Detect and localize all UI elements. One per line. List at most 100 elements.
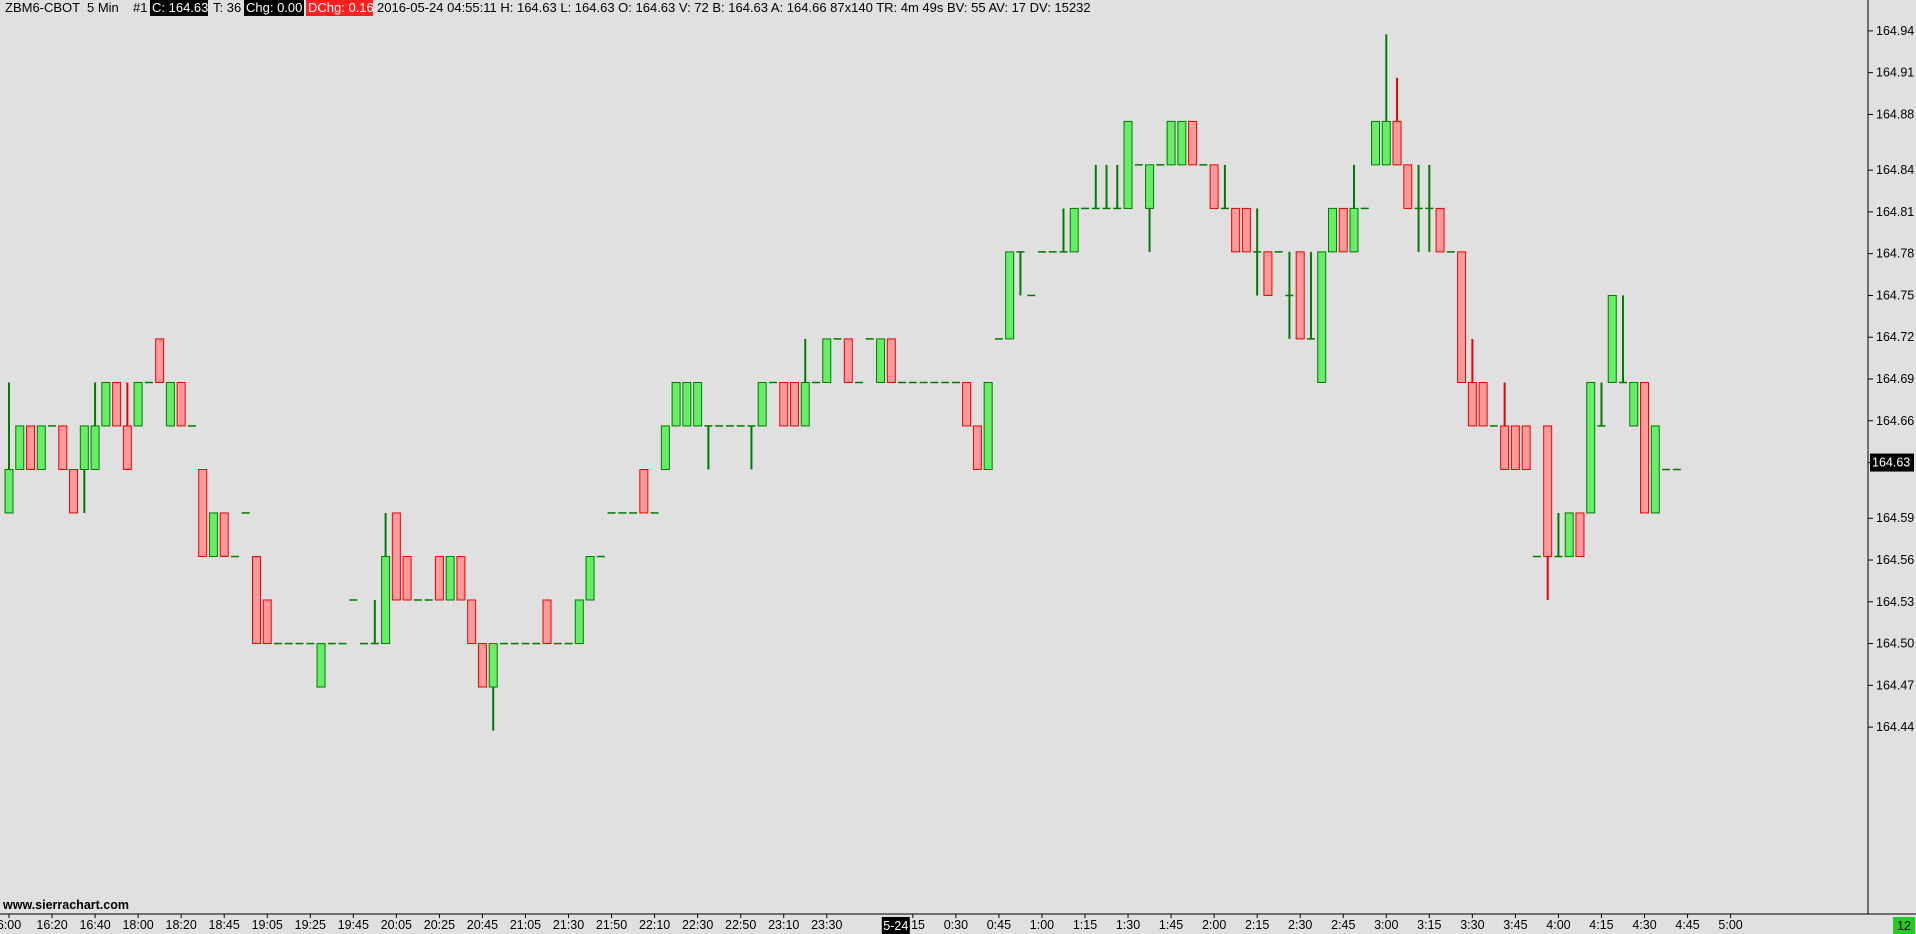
- candle-bar: [1392, 77, 1402, 166]
- candle-bar: [1586, 381, 1596, 514]
- candle-bar: [15, 425, 25, 471]
- candle-body: [1575, 512, 1585, 558]
- corner-badge-box[interactable]: [1893, 917, 1915, 934]
- candle-bar: [1467, 338, 1477, 427]
- time-tick-label: 18:00: [122, 918, 153, 932]
- time-axis[interactable]: 6:00 16:20 16:40 18:00 18:20 18:45 19:05 19:25 1…: [0, 913, 1916, 934]
- price-tick-label: 164.50: [1876, 637, 1914, 651]
- candle-bar: [488, 643, 498, 731]
- candle-bar: [1091, 164, 1100, 210]
- candle-body: [402, 556, 412, 601]
- candle-bar: [682, 381, 692, 427]
- candle-body: [585, 556, 595, 601]
- candle-body: [262, 599, 272, 645]
- candle-bar: [822, 338, 832, 383]
- price-tick-label: 164.72: [1876, 330, 1914, 344]
- candle-bar: [370, 599, 379, 645]
- price-tick-label: 164.94: [1876, 24, 1914, 38]
- time-tick-label: 1:00: [1030, 918, 1054, 932]
- candle-bar: [1285, 251, 1294, 339]
- candle-bar: [1145, 164, 1155, 252]
- candle-body: [1392, 120, 1402, 166]
- candle-body: [1650, 425, 1660, 514]
- candle-body: [316, 643, 326, 688]
- candle-bar: [1381, 34, 1391, 166]
- price-tick-label: 164.84: [1876, 163, 1914, 177]
- candle-bar: [1457, 251, 1467, 383]
- candle-bar: [1102, 164, 1111, 210]
- candle-bar: [1500, 382, 1510, 471]
- candle-body: [542, 599, 552, 645]
- candle-bar: [800, 338, 810, 427]
- daily-change-box: [306, 0, 373, 16]
- candle-bar: [4, 382, 14, 514]
- price-tick-label: 164.47: [1876, 678, 1914, 692]
- last-price-label: 164.63: [1872, 456, 1910, 470]
- candle-bar: [1414, 164, 1423, 252]
- candle-bar: [112, 381, 122, 427]
- candle-body: [381, 556, 391, 645]
- candle-bar: [1629, 381, 1639, 427]
- candle-body: [15, 425, 25, 471]
- candle-body: [1295, 251, 1305, 340]
- time-tick-label: 2:15: [1245, 918, 1269, 932]
- candle-bar: [660, 425, 670, 471]
- candle-bar: [1295, 251, 1305, 340]
- candle-bar: [445, 556, 455, 601]
- price-axis[interactable]: 164.44 164.47 164.50 164.53 164.56 164.59 164.…: [1867, 0, 1914, 914]
- candle-body: [219, 512, 229, 558]
- candle-bar: [1220, 164, 1229, 210]
- candle-body: [133, 381, 143, 427]
- time-tick-label: 6:00: [0, 918, 21, 932]
- candle-body: [682, 381, 692, 427]
- candle-body: [36, 425, 46, 471]
- candle-bar: [391, 512, 401, 601]
- candle-body: [1586, 381, 1596, 514]
- candle-bar: [155, 338, 165, 383]
- candle-body: [1403, 164, 1413, 209]
- candle-body: [671, 381, 681, 427]
- price-tick-label: 164.69: [1876, 372, 1914, 386]
- candle-body: [800, 381, 810, 427]
- candle-bar: [1188, 120, 1198, 166]
- price-axis-ticks: 164.44 164.47 164.50 164.53 164.56 164.59 164.…: [1868, 24, 1914, 734]
- price-tick-label: 164.88: [1876, 107, 1914, 121]
- header-bar: ZBM6-CBOT 5 Min #1 C: 164.63 T: 36 Chg: …: [5, 0, 1091, 16]
- time-tick-label: 21:50: [596, 918, 627, 932]
- candle-body: [1263, 251, 1273, 296]
- candle-bar: [1123, 120, 1133, 209]
- candle-body: [477, 643, 487, 688]
- candlestick-series: [4, 34, 1681, 731]
- candle-body: [876, 338, 886, 383]
- candle-body: [1327, 207, 1337, 253]
- candle-body: [1338, 207, 1348, 253]
- candle-body: [1629, 381, 1639, 427]
- price-tick-label: 164.91: [1876, 66, 1914, 80]
- candle-body: [445, 556, 455, 601]
- candle-bar: [1521, 425, 1531, 471]
- candle-body: [789, 381, 799, 427]
- candle-bar: [1650, 425, 1660, 514]
- candle-bar: [122, 382, 132, 471]
- candle-bar: [251, 556, 261, 645]
- candle-body: [1510, 425, 1520, 471]
- time-tick-label: 5:00: [1718, 918, 1742, 932]
- candle-bar: [208, 512, 218, 558]
- candle-bar: [101, 381, 111, 427]
- candle-body: [574, 599, 584, 645]
- candle-body: [251, 556, 261, 645]
- time-tick-label: 1:15: [1073, 918, 1097, 932]
- time-tick-label: 18:20: [166, 918, 197, 932]
- change-box: [244, 0, 304, 16]
- candle-body: [391, 512, 401, 601]
- candle-bar: [69, 469, 79, 514]
- candle-bar: [1253, 208, 1262, 296]
- candle-bar: [1177, 120, 1187, 166]
- last-price-box: [1870, 453, 1914, 472]
- change-label: Chg: 0.00: [246, 0, 302, 15]
- time-tick-label: 21:30: [553, 918, 584, 932]
- candle-bar: [381, 512, 391, 645]
- candle-bar: [133, 381, 143, 427]
